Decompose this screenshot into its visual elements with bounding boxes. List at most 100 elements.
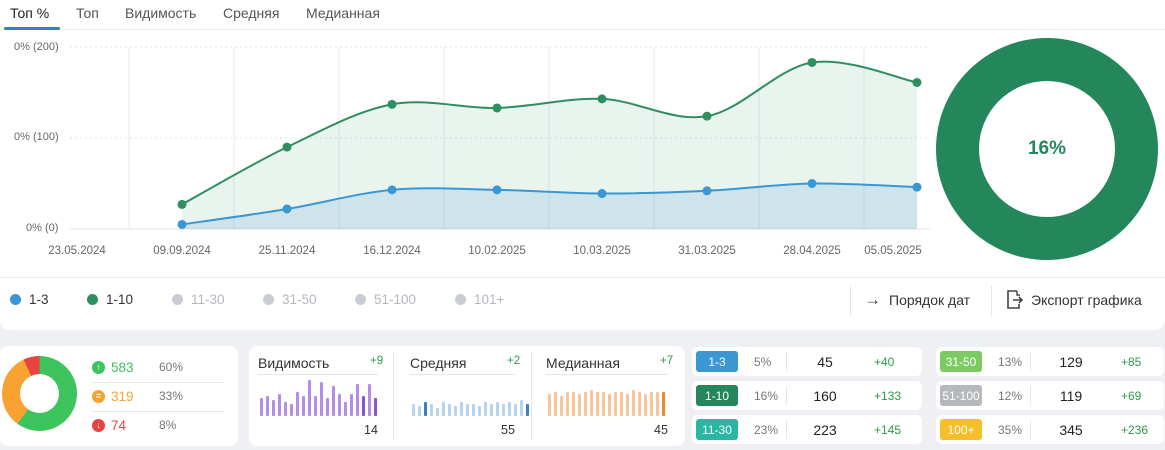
range-badge: 1-3 (696, 351, 738, 372)
metrics-card: Видимость +9 14 Средняя +2 55 Медианная +7 45 (249, 346, 685, 446)
data-point-1-3[interactable] (177, 219, 187, 229)
data-point-1-10[interactable] (807, 57, 817, 67)
range-percent: 13% (998, 355, 1023, 369)
tab-bar: Топ % Топ Видимость Средняя Медианная (0, 0, 1165, 30)
summary-count: 319 (111, 388, 134, 404)
spark-bar (436, 408, 439, 416)
spark-bar (466, 404, 469, 416)
legend-item-1-3[interactable]: 1-3 (10, 292, 49, 307)
spark-bar (332, 386, 335, 416)
x-tick-label: 31.03.2025 (678, 245, 736, 257)
spark-bar (490, 404, 493, 416)
spark-bar (638, 392, 641, 416)
range-value: 45 (817, 354, 833, 370)
spark-bar (272, 400, 275, 416)
spark-bar (350, 394, 353, 416)
data-point-1-10[interactable] (597, 94, 607, 104)
range-percent: 16% (754, 389, 779, 403)
legend-item-11-30[interactable]: 11-30 (172, 292, 225, 307)
data-point-1-10[interactable] (282, 142, 292, 152)
spark-bar (560, 396, 563, 416)
legend-item-51-100[interactable]: 51-100 (355, 292, 416, 307)
spark-bar (368, 384, 371, 416)
spark-bar (602, 392, 605, 416)
range-delta: +236 (1121, 423, 1149, 437)
x-tick-label: 09.09.2024 (153, 245, 211, 257)
spark-bar (578, 394, 581, 416)
spark-bar (614, 392, 617, 416)
data-point-1-3[interactable] (912, 182, 922, 192)
spark-bar (656, 392, 659, 416)
metric-value: 14 (364, 423, 378, 437)
range-delta: +133 (874, 389, 902, 403)
data-point-1-10[interactable] (702, 111, 712, 121)
range-percent: 35% (998, 423, 1023, 437)
legend-dot (172, 294, 183, 305)
spark-bar (338, 394, 341, 416)
arrow-down-icon: ↓ (92, 418, 105, 432)
spark-bar (326, 398, 329, 416)
range-row-11-30[interactable]: 11-30 23% 223 +145 (692, 415, 922, 444)
data-point-1-3[interactable] (387, 185, 397, 195)
legend-item-31-50[interactable]: 31-50 (263, 292, 317, 307)
spark-bar (356, 384, 359, 416)
spark-bar (484, 402, 487, 416)
tab-median[interactable]: Медианная (306, 5, 380, 21)
data-point-1-3[interactable] (702, 186, 712, 196)
equal-icon: = (92, 389, 105, 403)
legend-label: 1-10 (106, 292, 134, 307)
spark-bar (566, 392, 569, 416)
range-badge: 31-50 (940, 351, 982, 372)
data-point-1-10[interactable] (177, 199, 187, 209)
spark-bar (374, 398, 377, 416)
legend-label: 101+ (474, 292, 505, 307)
spark-bar (454, 406, 457, 416)
spark-bar (430, 404, 433, 416)
spark-bar (608, 394, 611, 416)
tab-top-percent[interactable]: Топ % (10, 5, 50, 21)
y-tick-label: 0% (0) (26, 222, 59, 234)
data-point-1-10[interactable] (387, 99, 397, 109)
metric-title: Средняя (410, 355, 467, 371)
range-delta: +40 (874, 355, 895, 369)
range-delta: +145 (874, 423, 902, 437)
spark-bar (362, 396, 365, 416)
export-chart-button[interactable]: Экспорт графика (1006, 290, 1142, 309)
data-point-1-3[interactable] (492, 185, 502, 195)
spark-bar (590, 390, 593, 416)
range-delta: +85 (1121, 355, 1142, 369)
range-row-1-10[interactable]: 1-10 16% 160 +133 (692, 381, 922, 410)
range-row-51-100[interactable]: 51-100 12% 119 +69 (936, 381, 1164, 410)
date-order-button[interactable]: → Порядок дат (864, 290, 970, 310)
summary-count: 583 (111, 359, 134, 375)
tab-average[interactable]: Средняя (223, 5, 280, 21)
spark-bar (620, 392, 623, 416)
range-row-1-3[interactable]: 1-3 5% 45 +40 (692, 347, 922, 376)
spark-bar (572, 392, 575, 416)
tab-top[interactable]: Топ (76, 5, 99, 21)
spark-bar (308, 380, 311, 416)
spark-bar (424, 402, 427, 416)
export-icon (1007, 290, 1023, 309)
data-point-1-3[interactable] (807, 179, 817, 188)
legend-label: 31-50 (282, 292, 317, 307)
legend-item-1-10[interactable]: 1-10 (87, 292, 133, 307)
data-point-1-10[interactable] (492, 103, 502, 113)
data-point-1-10[interactable] (912, 77, 922, 87)
spark-bar (284, 402, 287, 416)
metric-sparkbars (260, 376, 380, 416)
active-tab-indicator (4, 27, 60, 30)
spark-bar (496, 402, 499, 416)
range-delta: +69 (1121, 389, 1142, 403)
data-point-1-3[interactable] (597, 189, 607, 199)
spark-bar (460, 402, 463, 416)
data-point-1-3[interactable] (282, 204, 292, 214)
range-row-100+[interactable]: 100+ 35% 345 +236 (936, 415, 1164, 444)
legend-item-101+[interactable]: 101+ (455, 292, 504, 307)
spark-bar (412, 404, 415, 416)
spark-bar (502, 404, 505, 416)
legend-dot (263, 294, 274, 305)
chart-card: Топ % Топ Видимость Средняя Медианная 0%… (0, 0, 1165, 330)
tab-visibility[interactable]: Видимость (125, 5, 197, 21)
range-row-31-50[interactable]: 31-50 13% 129 +85 (936, 347, 1164, 376)
